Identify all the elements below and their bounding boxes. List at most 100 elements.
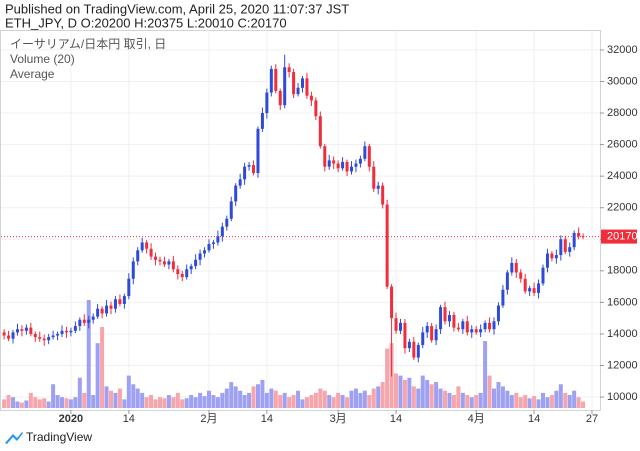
candle-body [501,289,505,306]
volume-bar [157,397,162,408]
candle-body [301,78,305,88]
candle-body [336,163,340,169]
candle-body [416,344,420,358]
volume-bar [456,386,461,408]
volume-bar [86,300,91,408]
volume-bar [385,348,390,408]
volume-bar [269,388,274,408]
candle-body [51,335,55,338]
volume-bar [563,392,568,408]
volume-bar [313,392,318,408]
volume-bar [287,397,292,408]
volume-bar [420,375,425,408]
candle-body [505,272,509,290]
volume-bar [309,395,314,408]
candle-body [109,305,113,309]
candle-body [305,78,309,96]
tv-logo [5,432,23,444]
volume-bar [398,375,403,408]
volume-bar [113,392,118,408]
candle-body [398,322,402,331]
x-tick-label: 2月 [200,413,217,425]
volume-bar [549,395,554,408]
volume-bar [260,379,265,408]
candle-body [220,226,224,237]
candle-body [127,278,131,297]
volume-bar [291,395,296,408]
volume-bar [296,390,301,408]
candle-body [354,163,358,167]
candle-body [47,337,51,341]
candle-body [430,326,434,341]
candle-body [91,316,95,320]
volume-bar [505,390,510,408]
volume-bar [371,388,376,408]
y-tick-label: 18000 [607,265,638,277]
candle-body [434,329,438,341]
candle-body [296,87,300,95]
candle-body [425,326,429,333]
volume-bar [358,392,363,408]
candle-body [252,165,256,174]
candle-body [385,204,389,287]
last-price-box [601,229,637,244]
candle-body [332,160,336,164]
volume-bar [367,395,372,408]
volume-bar [33,397,38,408]
candle-body [278,90,282,106]
candle-body [15,329,19,333]
volume-bar [349,390,354,408]
candle-body [394,318,398,331]
volume-bar [336,392,341,408]
volume-bar [109,390,114,408]
volume-bar [37,399,42,408]
candle-body [96,308,100,317]
candle-body [131,261,135,279]
volume-bar [82,392,87,408]
volume-bar [100,327,105,408]
candle-body [149,248,153,257]
volume-bar [554,390,559,408]
candle-body [488,322,492,330]
candle-body [198,253,202,260]
y-tick-label: 24000 [607,170,638,182]
candle-body [292,72,296,95]
volume-bar [362,390,367,408]
candle-body [247,165,251,167]
candle-body [545,253,549,268]
volume-bar [166,395,171,408]
candle-body [100,308,104,314]
candle-body [234,185,238,202]
volume-bar [496,382,501,408]
candle-body [363,146,367,159]
candle-body [154,256,158,260]
y-tick-label: 26000 [607,139,638,151]
candle-body [390,286,394,319]
y-tick-label: 16000 [607,296,638,308]
volume-bar [380,382,385,408]
candle-body [136,250,140,262]
candle-body [189,266,193,270]
volume-bar [264,392,269,408]
x-tick-label: 14 [390,413,402,425]
candle-body [207,244,211,251]
volume-bar [402,379,407,408]
volume-bar [24,400,29,408]
volume-bar [327,395,332,408]
y-tick-label: 10000 [607,391,638,403]
candle-body [456,327,460,330]
volume-bar [198,392,203,408]
volume-bar [11,397,16,408]
x-tick-label: 2020 [59,413,83,425]
volume-bar [211,395,216,408]
candle-body [341,161,345,169]
volume-bar [64,398,69,408]
candle-body [265,92,269,114]
plot-frame [0,30,601,411]
candle-body [314,100,318,117]
candle-body [421,332,425,345]
candle-body [283,67,287,106]
volume-bar [465,395,470,408]
volume-bar [184,398,189,408]
